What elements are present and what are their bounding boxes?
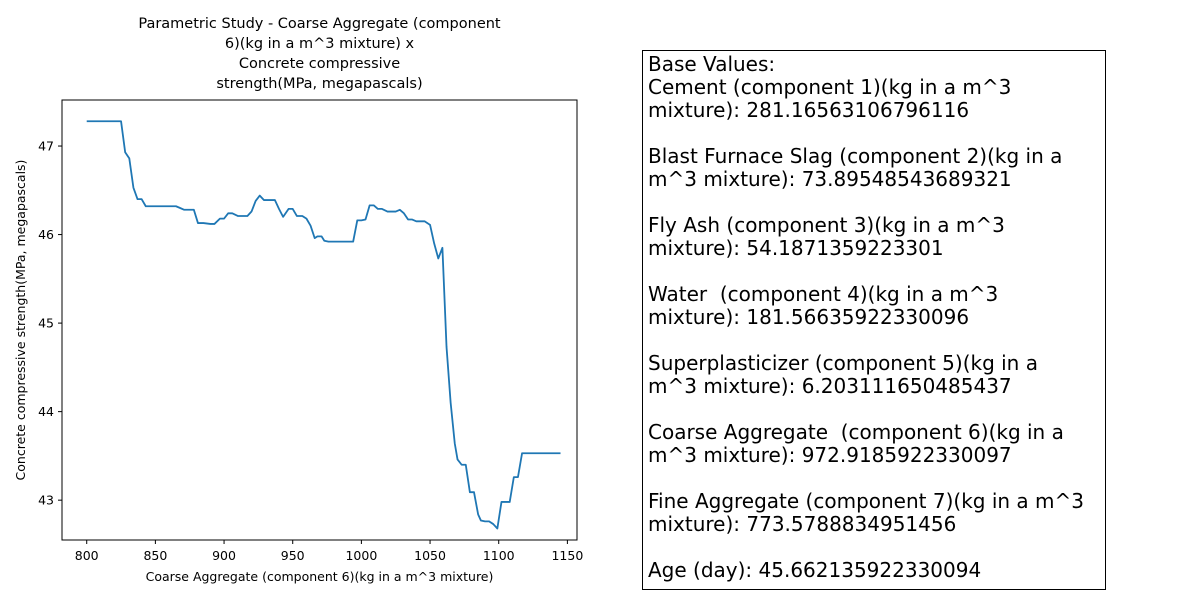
base-value-line: mixture): 773.5788834951456	[648, 512, 957, 536]
chart-title-line: Parametric Study - Coarse Aggregate (com…	[138, 16, 501, 32]
series-line	[86, 120, 561, 530]
x-tick-label: 950	[281, 548, 305, 563]
line-chart: Parametric Study - Coarse Aggregate (com…	[13, 16, 583, 584]
base-value-line: Water (component 4)(kg in a m^3	[648, 282, 999, 306]
base-value-line: m^3 mixture): 6.203111650485437	[648, 374, 1012, 398]
x-axis-ticks: 800 850 900 950 1000 1050 1100 1150	[75, 540, 583, 563]
base-value-line	[648, 398, 1105, 421]
base-value-line	[648, 467, 1105, 490]
base-value-line: Age (day): 45.662135922330094	[648, 558, 982, 582]
y-tick-label: 46	[38, 227, 54, 242]
x-tick-label: 850	[143, 548, 167, 563]
y-tick-label: 44	[38, 404, 54, 419]
base-value-line: Cement (component 1)(kg in a m^3	[648, 75, 1012, 99]
y-tick-label: 47	[38, 139, 54, 154]
base-value-line	[648, 329, 1105, 352]
y-tick-label: 45	[38, 316, 54, 331]
chart-title: Parametric Study - Coarse Aggregate (com…	[138, 16, 501, 92]
x-tick-label: 1150	[551, 548, 583, 563]
base-value-line	[648, 122, 1105, 145]
base-value-line: m^3 mixture): 73.89548543689321	[648, 167, 1012, 191]
x-tick-label: 1050	[414, 548, 446, 563]
base-values-box: Base Values: Cement (component 1)(kg in a…	[642, 50, 1106, 590]
x-tick-label: 1000	[345, 548, 377, 563]
base-value-line	[648, 536, 1105, 559]
y-axis-ticks: 43 44 45 46 47	[38, 139, 62, 508]
base-value-line: mixture): 54.1871359223301	[648, 236, 944, 260]
base-value-line: Superplasticizer (component 5)(kg in a	[648, 351, 1038, 375]
x-tick-label: 800	[75, 548, 99, 563]
base-value-line: Base Values:	[648, 52, 776, 76]
chart-title-line: Concrete compressive	[239, 56, 400, 72]
base-value-line: mixture): 181.56635922330096	[648, 305, 970, 329]
base-value-line: Fly Ash (component 3)(kg in a m^3	[648, 213, 1005, 237]
y-axis-label: Concrete compressive strength(MPa, megap…	[13, 160, 28, 481]
axes-frame	[61, 99, 578, 541]
x-tick-label: 900	[212, 548, 236, 563]
y-tick-label: 43	[38, 493, 54, 508]
x-axis-label: Coarse Aggregate (component 6)(kg in a m…	[146, 569, 494, 584]
base-value-line	[648, 191, 1105, 214]
base-value-line	[648, 260, 1105, 283]
chart-title-line: strength(MPa, megapascals)	[216, 76, 422, 92]
base-value-line: m^3 mixture): 972.9185922330097	[648, 443, 1012, 467]
base-value-line: mixture): 281.16563106796116	[648, 98, 970, 122]
chart-title-line: 6)(kg in a m^3 mixture) x	[225, 36, 415, 52]
base-value-line: Blast Furnace Slag (component 2)(kg in a	[648, 144, 1063, 168]
x-tick-label: 1100	[483, 548, 515, 563]
base-value-line: Coarse Aggregate (component 6)(kg in a	[648, 420, 1064, 444]
base-value-line: Fine Aggregate (component 7)(kg in a m^3	[648, 489, 1084, 513]
